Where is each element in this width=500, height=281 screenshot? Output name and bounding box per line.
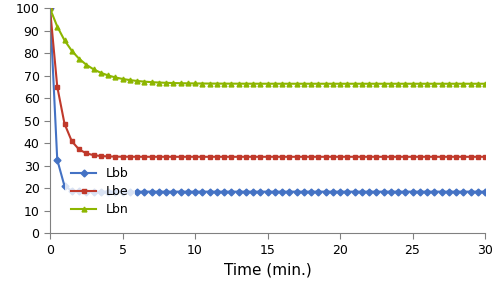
Lbb bbox=[134, 190, 140, 193]
X-axis label: Time (min.): Time (min.) bbox=[224, 262, 312, 277]
Lbe bbox=[199, 155, 205, 158]
Lbb bbox=[206, 190, 212, 193]
Lbn bbox=[199, 82, 205, 85]
Lbn bbox=[279, 82, 285, 85]
Lbb bbox=[431, 190, 437, 193]
Lbe bbox=[482, 155, 488, 158]
Lbe bbox=[431, 155, 437, 158]
Lbe bbox=[279, 155, 285, 158]
Lbn bbox=[47, 7, 53, 10]
Lbb bbox=[148, 190, 154, 193]
Line: Lbb: Lbb bbox=[48, 6, 488, 194]
Lbn bbox=[424, 82, 430, 85]
Lbe bbox=[148, 155, 154, 158]
Lbe bbox=[47, 7, 53, 10]
Line: Lbn: Lbn bbox=[48, 6, 488, 86]
Lbb bbox=[482, 190, 488, 193]
Lbn bbox=[148, 80, 154, 84]
Lbn bbox=[308, 82, 314, 85]
Lbn bbox=[482, 82, 488, 85]
Lbe bbox=[308, 155, 314, 158]
Lbe bbox=[134, 155, 140, 158]
Legend: Lbb, Lbe, Lbn: Lbb, Lbe, Lbn bbox=[65, 161, 135, 223]
Lbb bbox=[286, 190, 292, 193]
Lbb bbox=[316, 190, 322, 193]
Lbb bbox=[47, 7, 53, 10]
Lbn bbox=[134, 79, 140, 83]
Lbb bbox=[199, 190, 205, 193]
Line: Lbe: Lbe bbox=[48, 6, 488, 159]
Lbe bbox=[410, 155, 416, 158]
